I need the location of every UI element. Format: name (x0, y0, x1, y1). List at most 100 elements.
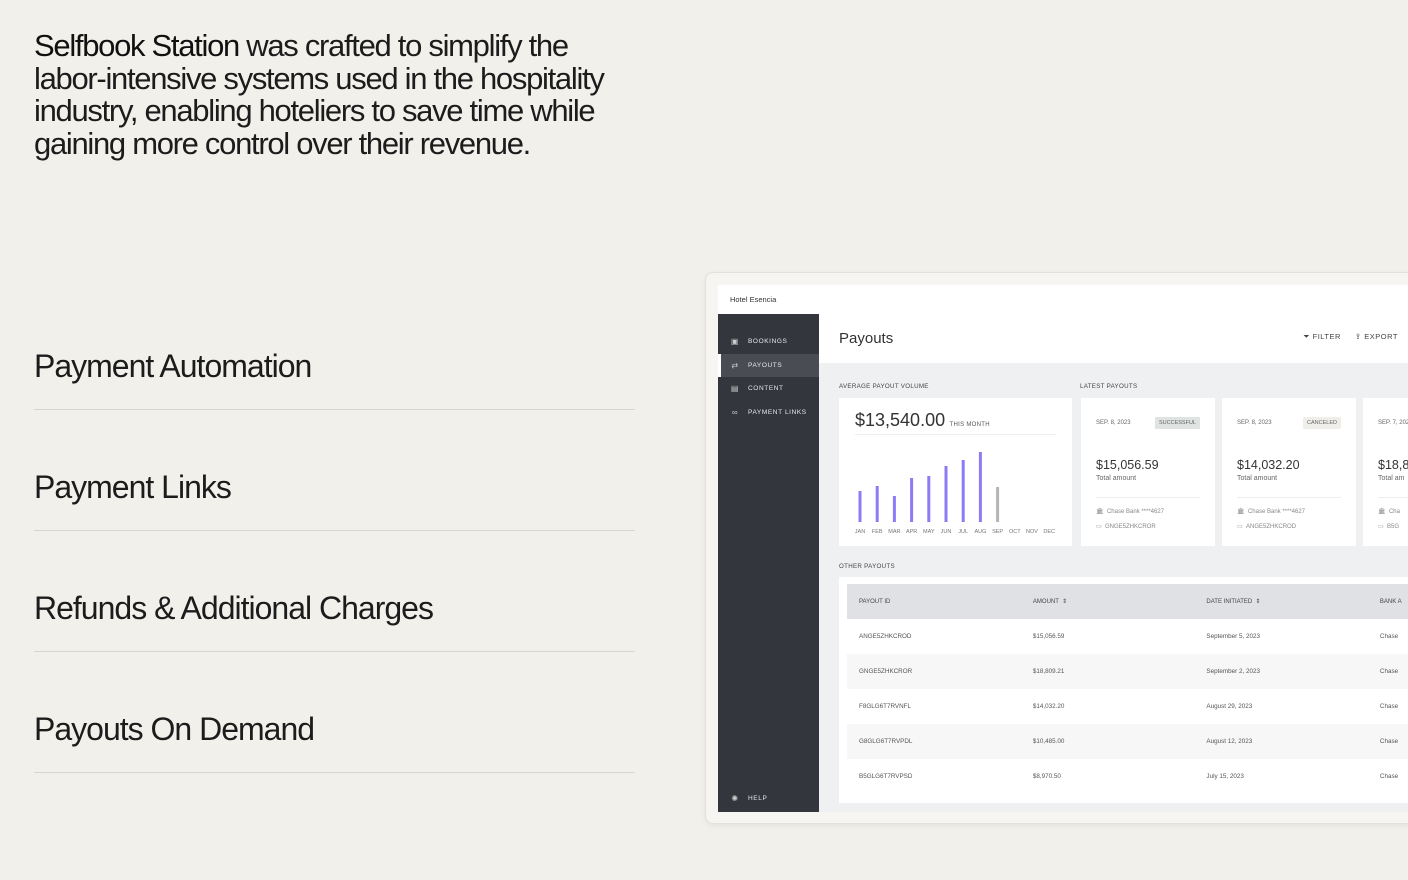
export-button[interactable]: ⇪ EXPORT (1355, 332, 1398, 342)
amount-label: Total amount (1237, 475, 1278, 482)
link-icon: ∞ (731, 407, 739, 417)
sidebar-item-bookings[interactable]: ▣ BOOKINGS (718, 330, 819, 354)
column-header[interactable]: AMOUNT ⇕ (1021, 584, 1195, 619)
amount-label: Total amount (1096, 475, 1137, 482)
nav-label: HELP (748, 794, 768, 802)
payout-id: ANGE5ZHKCROD (1246, 524, 1297, 530)
bar-may (927, 476, 931, 522)
table-cell: B5GLG6T7RVPSD (859, 773, 913, 780)
table-row[interactable]: F8GLG6T7RVNFL $14,032.20 August 29, 2023 Ch… (847, 689, 1408, 724)
nav-label: CONTENT (748, 385, 784, 393)
export-label: EXPORT (1364, 332, 1398, 341)
tick-label: APR (906, 529, 917, 535)
transfer-icon: ⇄ (731, 360, 739, 370)
header-label: PAYOUT ID (859, 598, 891, 605)
filter-button[interactable]: ⏷ FILTER (1304, 332, 1341, 342)
receipt-icon: ▭ (1378, 524, 1384, 530)
tick-label: MAY (923, 529, 935, 535)
table-row[interactable]: G8GLG6T7RVPDL $10,485.00 August 12, 2023 Ch… (847, 724, 1408, 759)
page-title: Payouts (819, 314, 1408, 363)
tick-label: JUL (958, 529, 968, 535)
table-cell: September 5, 2023 (1206, 633, 1260, 640)
amount-label: Total am (1378, 475, 1405, 482)
payout-amount: $14,032.20 (1237, 458, 1300, 472)
table-cell: $18,809.21 (1032, 668, 1065, 675)
tick-label: OCT (1009, 529, 1021, 535)
sidebar-item-payouts[interactable]: ⇄ PAYOUTS (718, 353, 819, 377)
sidebar-item-help[interactable]: ✺ HELP (718, 787, 767, 811)
table-cell: F8GLG6T7RVNFL (859, 703, 912, 710)
table-cell: $14,032.20 (1032, 703, 1065, 710)
bank-account: Cha (1388, 509, 1400, 515)
avg-payout-period: THIS MONTH (949, 422, 990, 428)
payout-id: B5G (1387, 524, 1400, 530)
tick-label: JAN (855, 529, 865, 535)
latest-payout-card[interactable]: SEP. 8, 2023 SUCCESSFUL $15,056.59 Total… (1081, 398, 1215, 546)
table-cell: $15,056.59 (1032, 633, 1065, 640)
table-cell: August 29, 2023 (1206, 703, 1253, 710)
table-cell: $10,485.00 (1032, 738, 1065, 745)
payout-date: SEP. 8, 2023 (1237, 420, 1272, 426)
status-badge: CANCELED (1303, 417, 1341, 429)
nav-label: PAYMENT LINKS (748, 408, 807, 416)
table-cell: Chase (1379, 668, 1399, 675)
sidebar-item-content[interactable]: ▤ CONTENT (718, 377, 819, 401)
table-row[interactable]: B5GLG6T7RVPSD $8,970.50 July 15, 2023 Chase (847, 759, 1408, 794)
bar-feb (875, 486, 879, 522)
app-screenshot-frame: Hotel Esencia ▣ BOOKINGS ⇄ PAYOUTS ▤ CONTEN… (705, 272, 1408, 824)
briefcase-icon: ▤ (730, 384, 740, 394)
tick-label: JUN (941, 529, 952, 535)
avg-payout-card: $13,540.00 THIS MONTH JAN FEB MAR APR MAY JUN… (839, 398, 1072, 546)
table-cell: Chase (1379, 738, 1399, 745)
brand-name: Selfbook Station (34, 28, 240, 63)
table-cell: Chase (1379, 773, 1399, 780)
tick-label: DEC (1043, 529, 1055, 535)
header-label: BANK A (1379, 598, 1402, 605)
payout-date: SEP. 7, 2023 (1378, 420, 1408, 426)
hotel-name: Hotel Esencia (730, 295, 777, 304)
table-cell: $8,970.50 (1032, 773, 1061, 780)
feature-refunds: Refunds & Additional Charges (34, 590, 635, 652)
sort-icon[interactable]: ⇕ (1062, 599, 1068, 605)
column-header: BANK A (1368, 584, 1408, 619)
header-label: AMOUNT (1032, 599, 1059, 605)
table-cell: Chase (1379, 703, 1399, 710)
intro-body: was crafted to simplify the labor-intens… (34, 28, 605, 161)
latest-payout-card[interactable]: SEP. 7, 2023 $18,8 Total am 🏛 Cha ▭ B5G (1363, 398, 1408, 546)
intro-text: Selfbook Station was crafted to simplify… (34, 28, 634, 161)
table-row[interactable]: GNGE5ZHKCROR $18,809.21 September 2, 2023 C… (847, 654, 1408, 689)
feature-payouts-on-demand: Payouts On Demand (34, 711, 635, 773)
bank-account: Chase Bank ****4627 (1247, 509, 1306, 515)
bar-aug (978, 452, 982, 522)
bar-jul (961, 460, 965, 522)
calendar-icon: ▣ (730, 337, 740, 347)
bank-icon: 🏛 (1378, 509, 1386, 515)
bar-sep (996, 487, 1000, 522)
app-window: Hotel Esencia ▣ BOOKINGS ⇄ PAYOUTS ▤ CONTEN… (718, 285, 1408, 812)
latest-payout-card[interactable]: SEP. 8, 2023 CANCELED $14,032.20 Total a… (1222, 398, 1356, 546)
column-header[interactable]: DATE INITIATED ⇕ (1194, 584, 1367, 619)
tick-label: FEB (872, 529, 883, 535)
payout-chart: JAN FEB MAR APR MAY JUN JUL AUG SEP OCT NOV DEC (855, 452, 1055, 535)
tick-label: NOV (1026, 529, 1038, 535)
nav-label: BOOKINGS (748, 338, 788, 346)
sort-icon[interactable]: ⇕ (1255, 599, 1261, 605)
receipt-icon: ▭ (1096, 524, 1102, 530)
avg-payout-value: $13,540.00 (855, 410, 946, 430)
bar-mar (892, 496, 896, 522)
latest-payouts-label: LATEST PAYOUTS (1080, 383, 1138, 390)
table-row[interactable]: ANGE5ZHKCROD $15,056.59 September 5, 2023 C… (847, 619, 1408, 654)
column-header: PAYOUT ID (847, 584, 1021, 619)
sidebar-item-payment-links[interactable]: ∞ PAYMENT LINKS (718, 401, 819, 425)
table-cell: July 15, 2023 (1206, 773, 1244, 780)
bank-icon: 🏛 (1096, 509, 1104, 515)
bank-account: Chase Bank ****4627 (1106, 509, 1165, 515)
bar-jun (944, 466, 948, 522)
main-content: Payouts ⏷ FILTER ⇪ EXPORT AVERAGE PAYOUT… (819, 314, 1408, 812)
bar-jan (858, 491, 862, 522)
table-cell: ANGE5ZHKCROD (859, 633, 912, 640)
payout-amount: $15,056.59 (1096, 458, 1159, 472)
avg-payout-label: AVERAGE PAYOUT VOLUME (839, 383, 929, 390)
